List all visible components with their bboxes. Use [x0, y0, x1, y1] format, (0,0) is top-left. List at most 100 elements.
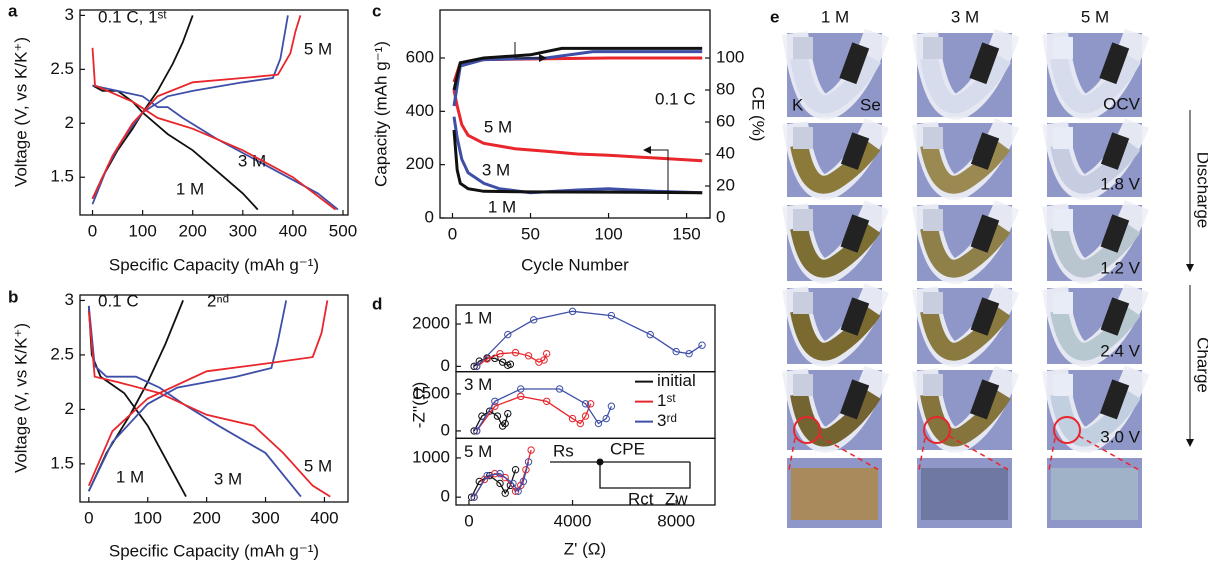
series-label: 1 M: [176, 179, 204, 198]
k-electrode: [793, 127, 813, 149]
panel-label: e: [770, 7, 779, 26]
se-electrode: [970, 297, 1000, 336]
panel-label: d: [372, 294, 382, 313]
data-point: [568, 307, 577, 316]
data-point: [498, 358, 507, 366]
annotation: 0.1 C: [98, 291, 139, 310]
data-point: [506, 360, 515, 368]
se-electrode: [840, 297, 870, 336]
electrolyte: [790, 53, 881, 114]
x-tick-label: 4000: [554, 511, 592, 530]
subplot-label: 3 M: [464, 375, 492, 394]
subplot-label: 5 M: [464, 442, 492, 461]
series-label: 5 M: [484, 117, 512, 136]
x-tick-label: 300: [251, 508, 279, 527]
y-tick-label: 0: [441, 356, 450, 375]
electrolyte: [920, 222, 1011, 278]
data-point: [473, 427, 481, 435]
y-tick-label: 1000: [412, 447, 450, 466]
y-tick-label: 0: [441, 420, 450, 439]
x-axis-label: Specific Capacity (mAh g⁻¹): [109, 541, 319, 560]
data-point: [498, 422, 507, 430]
x-tick-label: 200: [192, 508, 220, 527]
series-label: 5 M: [304, 456, 332, 475]
fit-line: [476, 310, 703, 367]
x-tick-label: 100: [594, 224, 622, 243]
electrolyte: [920, 53, 1011, 114]
fit-line: [473, 461, 530, 498]
se-electrode: [839, 42, 870, 85]
x-axis-label: Z' (Ω): [564, 539, 606, 558]
data-point: [530, 316, 538, 324]
zoom-line: [788, 435, 880, 471]
data-point: [519, 477, 528, 486]
x-tick-label: 500: [329, 221, 357, 240]
electrolyte: [790, 139, 881, 194]
series-label: 3 M: [214, 469, 242, 488]
data-point: [698, 341, 706, 349]
y-tick-label: 1.5: [50, 453, 74, 472]
y-tick-label: 2.5: [50, 344, 74, 363]
y-tick-label: 400: [406, 101, 434, 120]
state-label: 1.8 V: [1100, 174, 1140, 193]
y-tick-label: 0: [425, 207, 434, 226]
annotation: 0.1 C: [655, 89, 696, 108]
fit-line: [476, 395, 592, 432]
data-point: [568, 414, 577, 423]
electrode-label: K: [792, 95, 804, 114]
series-line: [452, 89, 703, 163]
y-tick-label: 2: [65, 113, 74, 132]
data-point: [607, 402, 616, 410]
electrolyte: [920, 389, 1011, 447]
se-electrode: [970, 214, 1000, 253]
data-point: [514, 487, 522, 495]
electrolyte: [790, 305, 881, 361]
data-point: [501, 473, 509, 482]
electrode-surface: [791, 468, 878, 520]
data-point: [607, 311, 616, 320]
se-electrode: [1099, 42, 1130, 85]
data-point: [685, 349, 693, 358]
se-electrode: [969, 42, 1000, 85]
electrolyte: [1050, 389, 1141, 447]
electrolyte: [1050, 53, 1141, 114]
data-point: [524, 352, 533, 360]
data-point: [581, 412, 590, 420]
series-line: [91, 15, 337, 211]
se-electrode: [840, 132, 870, 170]
y-tick-label: 1500: [412, 383, 450, 402]
data-point: [491, 397, 499, 405]
k-electrode: [793, 37, 813, 59]
state-label: 3.0 V: [1100, 427, 1140, 446]
k-electrode: [923, 292, 943, 314]
y-tick-label: 600: [406, 47, 434, 66]
k-electrode: [923, 209, 943, 231]
data-point: [586, 400, 595, 408]
y-tick-label: 1.5: [50, 167, 74, 186]
se-electrode: [1100, 214, 1130, 253]
y2-tick-label: 60: [716, 111, 735, 130]
circuit-label: Zw: [665, 489, 688, 508]
zoom-circle: [923, 416, 951, 444]
series-label: 3 M: [238, 151, 266, 170]
y-tick-label: 2000: [412, 314, 450, 333]
k-electrode: [793, 209, 813, 231]
circuit-node: [596, 458, 604, 466]
y-tick-label: 200: [406, 154, 434, 173]
electrode-surface: [1051, 468, 1138, 520]
k-electrode: [1053, 127, 1073, 149]
electrolyte: [790, 389, 881, 447]
column-header: 5 M: [1081, 7, 1109, 26]
zoom-circle: [1053, 416, 1081, 444]
data-point: [504, 409, 512, 418]
series-label: 3 M: [482, 160, 510, 179]
panel-label: a: [8, 1, 18, 20]
data-point: [511, 466, 520, 474]
data-point: [555, 385, 564, 393]
zoom-line: [1048, 435, 1140, 471]
se-electrode: [970, 132, 1000, 170]
data-point: [646, 330, 654, 339]
zoom-line: [918, 435, 1010, 471]
data-point: [493, 412, 502, 420]
